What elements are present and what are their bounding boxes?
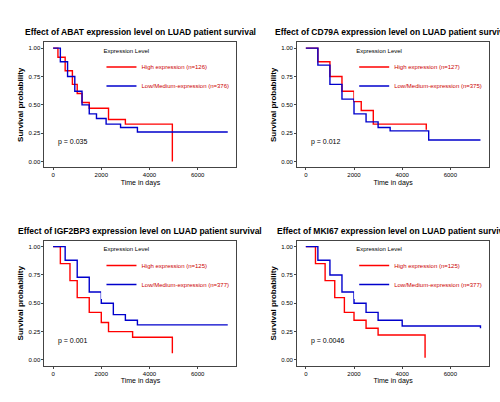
svg-text:Low/Medium-expression (n=376): Low/Medium-expression (n=376): [141, 83, 229, 89]
svg-text:Effect of MKI67 expression lev: Effect of MKI67 expression level on LUAD…: [277, 226, 500, 236]
svg-text:2000: 2000: [347, 371, 361, 377]
svg-text:2000: 2000: [347, 172, 361, 178]
svg-text:0.25: 0.25: [29, 329, 41, 335]
svg-text:0.75: 0.75: [29, 272, 41, 278]
svg-text:High expression (n=125): High expression (n=125): [394, 263, 460, 269]
svg-text:4000: 4000: [143, 371, 157, 377]
svg-text:0: 0: [304, 371, 308, 377]
svg-text:0: 0: [51, 172, 55, 178]
svg-text:High expression (n=125): High expression (n=125): [141, 263, 207, 269]
svg-text:0: 0: [51, 371, 55, 377]
svg-text:0.50: 0.50: [281, 300, 293, 306]
svg-text:Survival probability: Survival probability: [269, 266, 278, 341]
svg-text:2000: 2000: [95, 371, 109, 377]
svg-text:Time in days: Time in days: [373, 377, 413, 385]
svg-text:Effect of IGF2BP3 expression l: Effect of IGF2BP3 expression level on LU…: [18, 226, 262, 236]
svg-text:p = 0.035: p = 0.035: [58, 138, 87, 146]
svg-text:Expression Level: Expression Level: [103, 246, 149, 252]
svg-text:Low/Medium-expression (n=377): Low/Medium-expression (n=377): [394, 282, 482, 288]
svg-text:6000: 6000: [444, 371, 458, 377]
svg-text:0.00: 0.00: [29, 357, 41, 363]
svg-text:Time in days: Time in days: [121, 377, 161, 385]
svg-text:0.25: 0.25: [281, 130, 293, 136]
svg-text:0.50: 0.50: [29, 102, 41, 108]
svg-text:p = 0.012: p = 0.012: [311, 138, 340, 146]
svg-text:Low/Medium-expression (n=375): Low/Medium-expression (n=375): [394, 83, 482, 89]
svg-text:1.00: 1.00: [281, 45, 293, 51]
svg-text:Expression Level: Expression Level: [103, 48, 149, 54]
svg-text:Survival probability: Survival probability: [16, 67, 25, 142]
svg-text:4000: 4000: [143, 172, 157, 178]
svg-text:Survival probability: Survival probability: [269, 67, 278, 142]
svg-text:4000: 4000: [396, 172, 410, 178]
svg-text:0.00: 0.00: [281, 357, 293, 363]
svg-text:1.00: 1.00: [281, 244, 293, 250]
svg-text:6000: 6000: [191, 172, 205, 178]
svg-text:0.50: 0.50: [281, 102, 293, 108]
svg-text:0: 0: [304, 172, 308, 178]
svg-text:0.75: 0.75: [281, 74, 293, 80]
svg-text:6000: 6000: [191, 371, 205, 377]
svg-text:Effect of CD79A expression lev: Effect of CD79A expression level on LUAD…: [275, 27, 500, 37]
svg-text:4000: 4000: [396, 371, 410, 377]
svg-text:1.00: 1.00: [29, 244, 41, 250]
svg-text:Expression Level: Expression Level: [356, 246, 402, 252]
svg-text:0.00: 0.00: [29, 159, 41, 165]
svg-text:1.00: 1.00: [29, 45, 41, 51]
svg-text:0.75: 0.75: [281, 272, 293, 278]
svg-text:Survival probability: Survival probability: [16, 266, 25, 341]
svg-text:0.50: 0.50: [29, 300, 41, 306]
svg-text:0.00: 0.00: [281, 159, 293, 165]
svg-text:Expression Level: Expression Level: [356, 48, 402, 54]
svg-text:Low/Medium-expression (n=377): Low/Medium-expression (n=377): [141, 282, 229, 288]
svg-text:0.75: 0.75: [29, 74, 41, 80]
svg-text:Time in days: Time in days: [373, 179, 413, 187]
svg-text:2000: 2000: [95, 172, 109, 178]
svg-text:0.25: 0.25: [281, 329, 293, 335]
svg-text:High expression (n=127): High expression (n=127): [394, 64, 460, 70]
svg-text:6000: 6000: [444, 172, 458, 178]
svg-text:p = 0.0046: p = 0.0046: [311, 337, 344, 345]
svg-text:High expression (n=126): High expression (n=126): [141, 64, 207, 70]
svg-text:Time in days: Time in days: [121, 179, 161, 187]
svg-text:p = 0.001: p = 0.001: [58, 337, 87, 345]
svg-text:Effect of ABAT expression leve: Effect of ABAT expression level on LUAD …: [25, 27, 256, 37]
svg-text:0.25: 0.25: [29, 130, 41, 136]
